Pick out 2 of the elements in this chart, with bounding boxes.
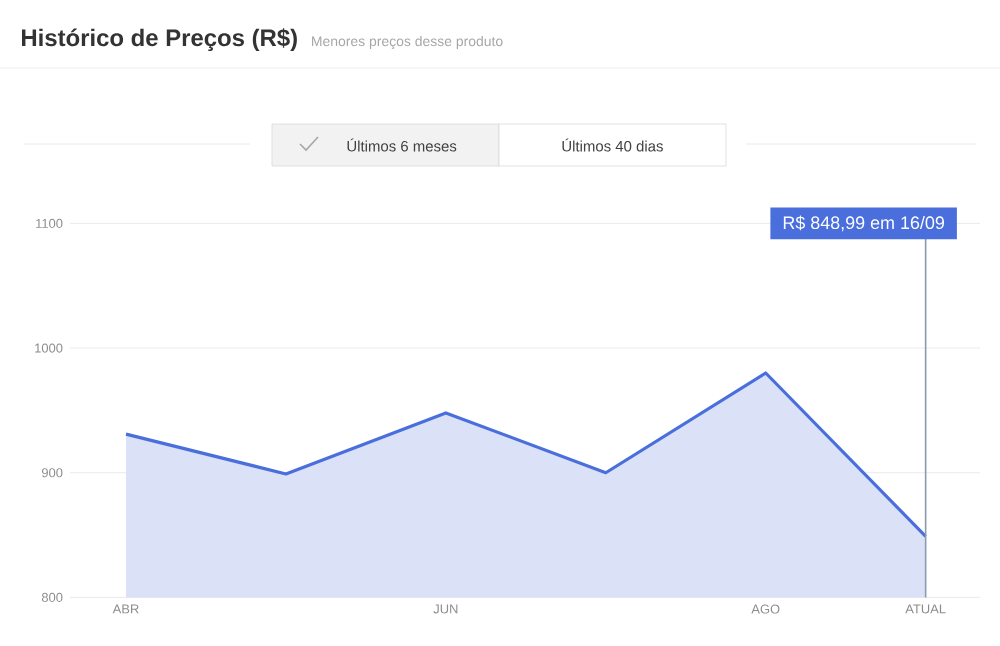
annotation: R$ 848,99 em 16/09: [783, 215, 945, 232]
chart-title: Histórico de Preços (R$): [22, 28, 297, 51]
